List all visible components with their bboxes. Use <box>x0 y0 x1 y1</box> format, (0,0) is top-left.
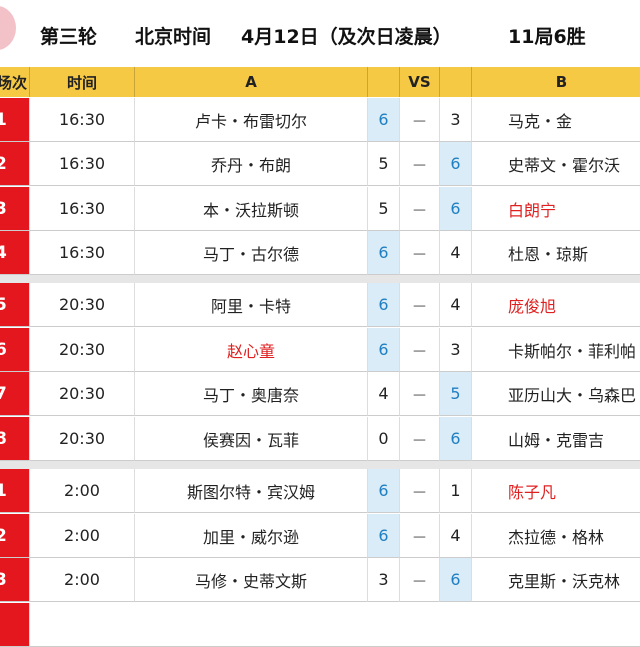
match-no: 4 <box>0 231 30 275</box>
divider <box>0 461 640 469</box>
time: 16:30 <box>30 187 135 231</box>
player-b: 杜恩・琼斯 <box>472 231 640 275</box>
match-no: 1 <box>0 98 30 142</box>
score-a: 5 <box>368 142 400 186</box>
match-no: 1 <box>0 469 30 513</box>
logo <box>0 6 16 50</box>
header-cell: 时间 <box>30 67 135 97</box>
separator: － <box>400 372 440 416</box>
player-b: 卡斯帕尔・菲利帕 <box>472 328 640 372</box>
score-b: 4 <box>440 514 472 558</box>
player-b: 庞俊旭 <box>472 283 640 327</box>
player-b: 白朗宁 <box>472 187 640 231</box>
page: {"header":{"round":"第三轮","tz":"北京时间","da… <box>0 6 640 647</box>
player-b: 史蒂文・霍尔沃 <box>472 142 640 186</box>
time: 16:30 <box>30 142 135 186</box>
separator: － <box>400 98 440 142</box>
score-b: 4 <box>440 231 472 275</box>
score-a: 6 <box>368 328 400 372</box>
score-a: 6 <box>368 514 400 558</box>
score-a: 3 <box>368 558 400 602</box>
player-b: 陈子凡 <box>472 469 640 513</box>
match-no: 7 <box>0 372 30 416</box>
header-cell: B <box>472 67 640 97</box>
time: 20:30 <box>30 328 135 372</box>
timezone: 北京时间 <box>135 26 212 48</box>
time: 20:30 <box>30 417 135 461</box>
round: 第三轮 <box>40 26 98 48</box>
score-b: 1 <box>440 469 472 513</box>
time: 2:00 <box>30 514 135 558</box>
player-a: 侯赛因・瓦菲 <box>135 417 368 461</box>
score-b: 6 <box>440 187 472 231</box>
time: 2:00 <box>30 469 135 513</box>
player-b: 克里斯・沃克林 <box>472 558 640 602</box>
player-b: 山姆・克雷吉 <box>472 417 640 461</box>
separator: － <box>400 187 440 231</box>
header-cell <box>440 67 472 97</box>
player-a: 阿里・卡特 <box>135 283 368 327</box>
player-a: 赵心童 <box>135 328 368 372</box>
divider <box>0 275 640 283</box>
separator: － <box>400 328 440 372</box>
score-b: 3 <box>440 98 472 142</box>
score-a: 6 <box>368 469 400 513</box>
player-a: 加里・威尔逊 <box>135 514 368 558</box>
separator: － <box>400 558 440 602</box>
score-b: 6 <box>440 558 472 602</box>
match-no: 2 <box>0 142 30 186</box>
player-a: 乔丹・布朗 <box>135 142 368 186</box>
separator: － <box>400 283 440 327</box>
score-a: 6 <box>368 231 400 275</box>
header-cell: 场次 <box>0 67 30 97</box>
separator: － <box>400 142 440 186</box>
empty-row <box>30 603 640 647</box>
match-no: 2 <box>0 514 30 558</box>
time: 20:30 <box>30 372 135 416</box>
match-no: 8 <box>0 417 30 461</box>
score-b: 3 <box>440 328 472 372</box>
score-b: 6 <box>440 142 472 186</box>
separator: － <box>400 469 440 513</box>
time: 16:30 <box>30 231 135 275</box>
time: 20:30 <box>30 283 135 327</box>
time: 2:00 <box>30 558 135 602</box>
header-cell <box>368 67 400 97</box>
player-b: 马克・金 <box>472 98 640 142</box>
score-a: 0 <box>368 417 400 461</box>
separator: － <box>400 231 440 275</box>
player-b: 亚历山大・乌森巴 <box>472 372 640 416</box>
score-b: 4 <box>440 283 472 327</box>
score-b: 6 <box>440 417 472 461</box>
match-no <box>0 603 30 647</box>
match-no: 5 <box>0 283 30 327</box>
header-cell: VS <box>400 67 440 97</box>
match-no: 6 <box>0 328 30 372</box>
date: 4月12日（及次日凌晨） <box>241 26 452 48</box>
player-a: 斯图尔特・宾汉姆 <box>135 469 368 513</box>
time: 16:30 <box>30 98 135 142</box>
separator: － <box>400 514 440 558</box>
match-no: 3 <box>0 187 30 231</box>
score-b: 5 <box>440 372 472 416</box>
player-a: 马丁・奥唐奈 <box>135 372 368 416</box>
player-a: 本・沃拉斯顿 <box>135 187 368 231</box>
match-no: 3 <box>0 558 30 602</box>
header-cell: A <box>135 67 368 97</box>
player-a: 卢卡・布雷切尔 <box>135 98 368 142</box>
score-a: 5 <box>368 187 400 231</box>
player-b: 杰拉德・格林 <box>472 514 640 558</box>
player-a: 马丁・古尔德 <box>135 231 368 275</box>
player-a: 马修・史蒂文斯 <box>135 558 368 602</box>
score-a: 4 <box>368 372 400 416</box>
score-a: 6 <box>368 283 400 327</box>
format: 11局6胜 <box>508 26 586 48</box>
score-a: 6 <box>368 98 400 142</box>
separator: － <box>400 417 440 461</box>
